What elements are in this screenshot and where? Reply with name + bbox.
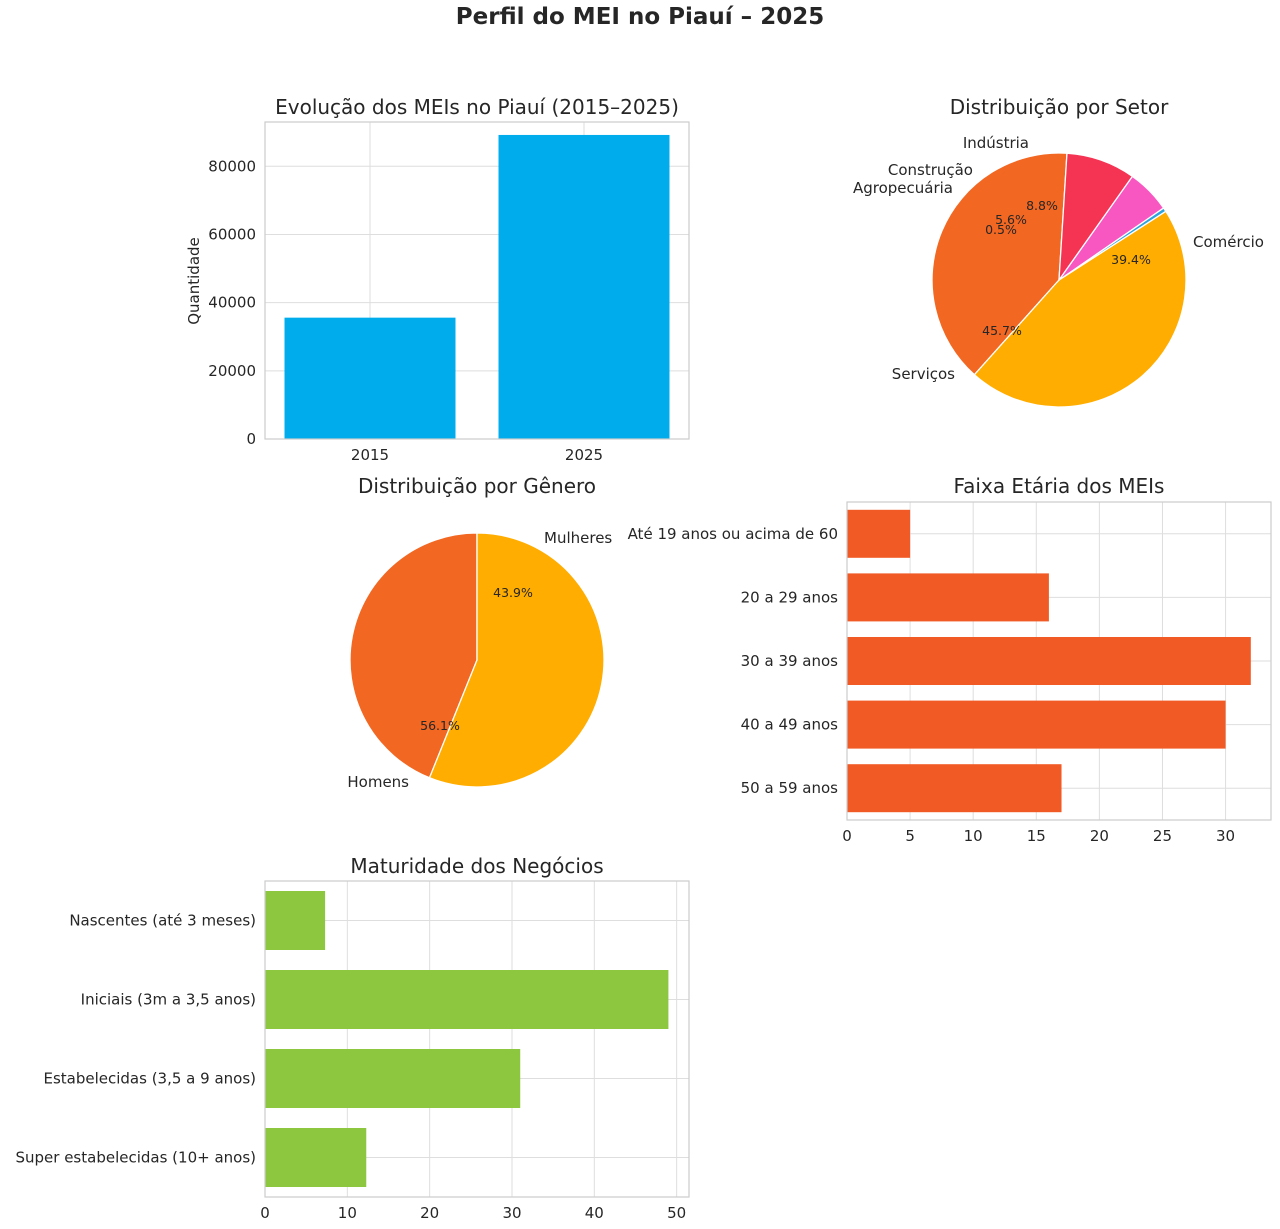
bar-2 — [265, 970, 669, 1029]
pie-slice-Homens — [428, 532, 605, 788]
chart-title: Maturidade dos Negócios — [350, 854, 603, 878]
x-tick-label: 20 — [420, 1204, 439, 1222]
pie-percent-label: 39.4% — [1111, 252, 1151, 267]
x-tick-label: 30 — [502, 1204, 521, 1222]
x-tick-label: 20 — [1090, 827, 1109, 845]
pie-percent-label: 8.8% — [1026, 198, 1058, 213]
pie-label: Homens — [347, 773, 409, 791]
chart-maturidade: Nascentes (até 3 meses) Iniciais (3m a 3,… — [15, 854, 690, 1222]
pie-label: Agropecuária — [853, 179, 953, 197]
x-tick-label: 2015 — [351, 446, 389, 464]
x-tick-label: 30 — [1216, 827, 1235, 845]
pie-percent-label: 56.1% — [420, 718, 460, 733]
chart-genero: Mulheres 43.9% Homens 56.1% Distribuição por… — [347, 474, 612, 791]
x-tick-label: 2025 — [565, 446, 603, 464]
pie-percent-label: 43.9% — [493, 585, 533, 600]
y-tick-label: 30 a 39 anos — [741, 652, 839, 670]
chart-title: Faixa Etária dos MEIs — [954, 474, 1165, 498]
pie-slice-Comércio — [931, 152, 1068, 376]
y-tick-label: 80000 — [208, 157, 256, 175]
chart-title: Distribuição por Gênero — [358, 474, 596, 498]
y-tick-label: 20000 — [208, 362, 256, 380]
x-tick-label: 0 — [842, 827, 852, 845]
pie-label: Indústria — [963, 134, 1029, 152]
bar-2025 — [498, 134, 670, 439]
y-tick-label: Até 19 anos ou acima de 60 — [628, 525, 838, 543]
x-tick-label: 50 — [667, 1204, 686, 1222]
bar-2 — [847, 573, 1049, 622]
x-tick-label: 25 — [1153, 827, 1172, 845]
bar-4 — [265, 1128, 367, 1187]
plot-frame — [264, 121, 690, 440]
y-axis-label: Quantidade — [185, 237, 203, 325]
x-tick-label: 0 — [260, 1204, 270, 1222]
pie-label: Serviços — [892, 365, 955, 383]
x-tick-label: 5 — [905, 827, 915, 845]
x-tick-label: 10 — [964, 827, 983, 845]
chart-setor: Comércio 39.4% Serviços 45.7% Agropecuária 0.… — [853, 95, 1264, 408]
y-tick-label: 60000 — [208, 225, 256, 243]
plot-frame — [846, 501, 1272, 821]
bar-4 — [847, 700, 1226, 749]
y-tick-label: Super estabelecidas (10+ anos) — [15, 1149, 256, 1167]
chart-title: Distribuição por Setor — [950, 95, 1169, 119]
pie-label: Comércio — [1193, 233, 1264, 251]
pie-percent-label: 0.5% — [985, 222, 1017, 237]
y-tick-label: 0 — [246, 430, 256, 448]
y-tick-label: 20 a 29 anos — [741, 588, 839, 606]
chart-evolucao: 0 20000 40000 60000 80000 2015 2025 Evolução do… — [185, 95, 690, 464]
bar-1 — [847, 509, 911, 558]
y-tick-label: Estabelecidas (3,5 a 9 anos) — [43, 1070, 256, 1088]
page-title: Perfil do MEI no Piauí – 2025 — [455, 4, 825, 30]
pie-label: Mulheres — [544, 529, 612, 547]
chart-faixa-etaria: Até 19 anos ou acima de 60 20 a 29 anos 30… — [628, 474, 1272, 845]
chart-title: Evolução dos MEIs no Piauí (2015–2025) — [275, 95, 679, 119]
pie-slice-Serviços — [973, 210, 1187, 408]
pie-slice-Indústria — [1058, 152, 1134, 283]
bar-3 — [847, 637, 1251, 685]
bar-5 — [847, 764, 1062, 813]
y-tick-label: 40 a 49 anos — [741, 716, 839, 734]
y-tick-label: Nascentes (até 3 meses) — [69, 912, 256, 930]
bar-1 — [265, 891, 326, 950]
x-tick-label: 40 — [585, 1204, 604, 1222]
pie-percent-label: 5.6% — [995, 212, 1027, 227]
y-tick-label: 50 a 59 anos — [741, 779, 839, 797]
pie-label: Construção — [888, 161, 973, 179]
x-tick-label: 10 — [338, 1204, 357, 1222]
pie-slice-Mulheres — [349, 532, 478, 779]
pie-percent-label: 45.7% — [982, 323, 1022, 338]
y-tick-label: Iniciais (3m a 3,5 anos) — [81, 991, 256, 1009]
x-tick-label: 15 — [1027, 827, 1046, 845]
plot-frame — [264, 880, 690, 1198]
bar-2015 — [284, 317, 456, 439]
bar-3 — [265, 1049, 521, 1108]
y-tick-label: 40000 — [208, 294, 256, 312]
